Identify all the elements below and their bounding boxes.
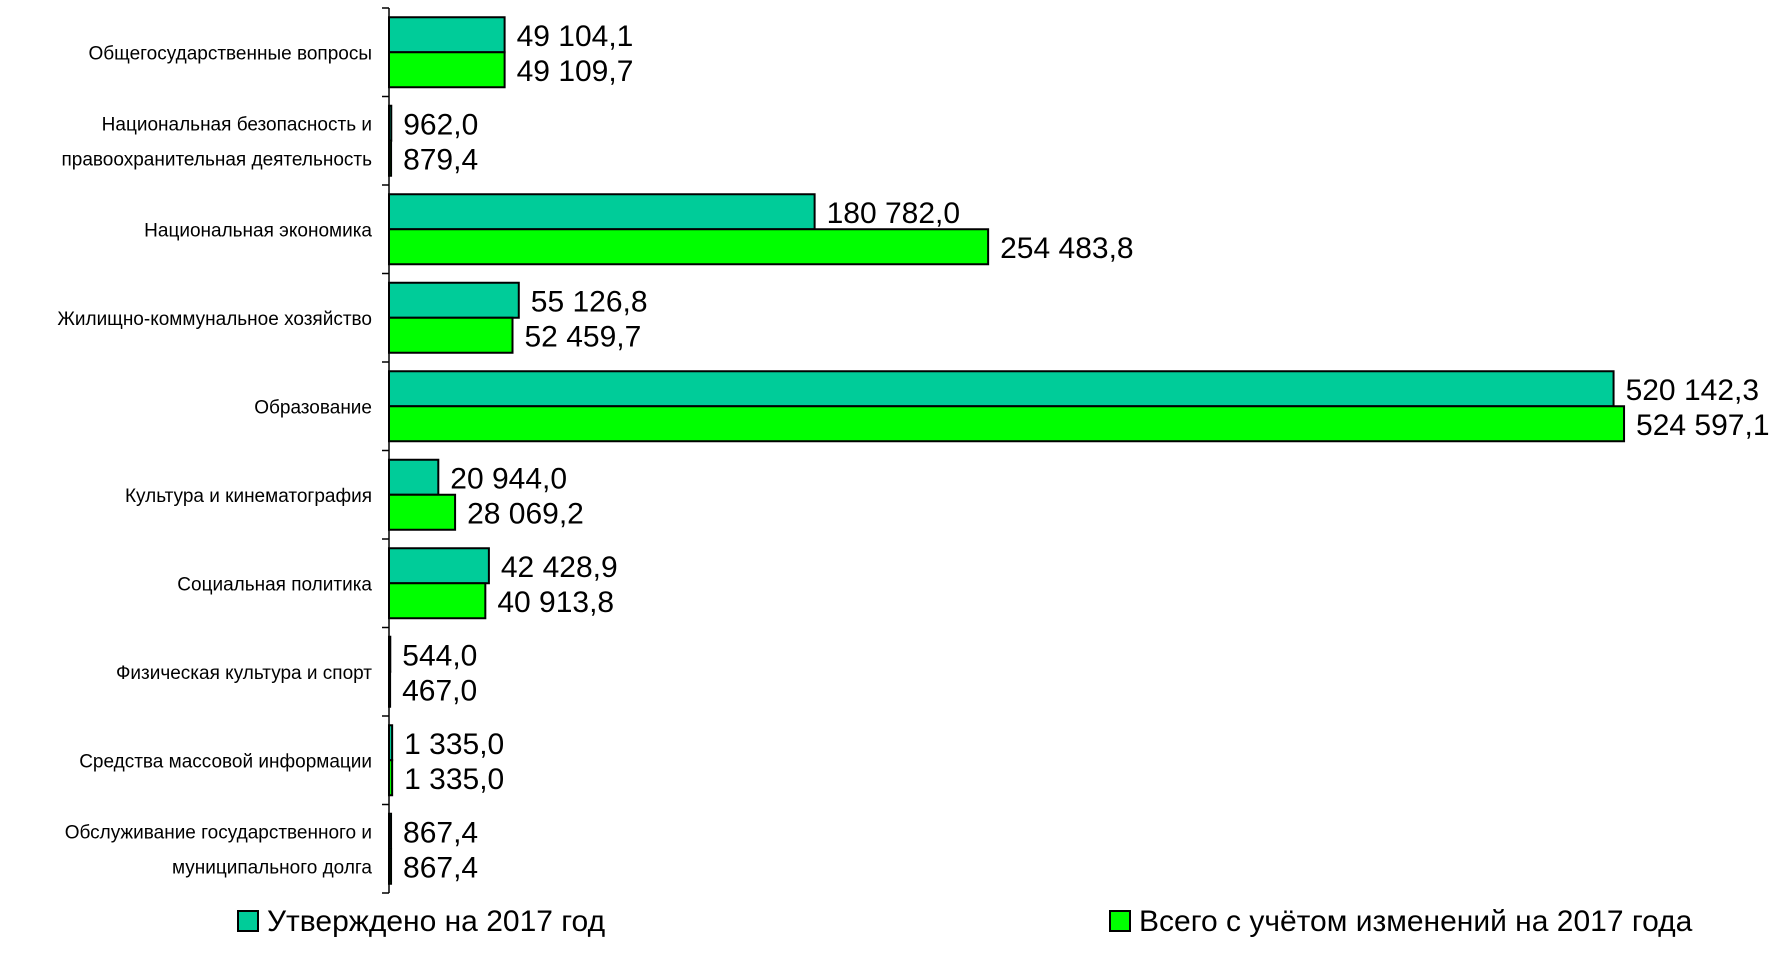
- legend-label: Утверждено на 2017 год: [267, 905, 605, 938]
- data-label: 879,4: [403, 143, 478, 176]
- category-label: Общегосударственные вопросы: [89, 43, 372, 64]
- bar: [388, 458, 440, 496]
- data-label: 524 597,1: [1636, 409, 1769, 442]
- bar: [388, 16, 506, 54]
- data-label: 55 126,8: [531, 285, 648, 318]
- data-label: 254 483,8: [1000, 232, 1133, 265]
- bar: [388, 228, 990, 266]
- bar: [388, 405, 1626, 443]
- bar: [388, 316, 514, 354]
- axis-ticks: [382, 7, 389, 894]
- category-label: муниципального долга: [172, 857, 372, 878]
- bar: [388, 582, 487, 620]
- legend-label: Всего с учётом изменений на 2017 года: [1139, 905, 1693, 938]
- category-label: Национальная безопасность и: [102, 114, 372, 135]
- bar: [388, 547, 490, 585]
- data-label: 544,0: [402, 639, 477, 672]
- data-label: 180 782,0: [827, 197, 960, 230]
- category-label: Жилищно-коммунальное хозяйство: [57, 309, 372, 330]
- category-label: Физическая культура и спорт: [116, 663, 372, 684]
- bars: [388, 16, 1626, 885]
- data-label: 28 069,2: [467, 497, 584, 530]
- legend: Утверждено на 2017 год Всего с учётом изм…: [237, 905, 1693, 938]
- data-label: 20 944,0: [450, 462, 567, 495]
- data-label: 867,4: [403, 851, 478, 884]
- data-label: 40 913,8: [497, 586, 614, 619]
- category-label: Социальная политика: [177, 574, 372, 595]
- category-labels: Общегосударственные вопросы Национальная …: [57, 43, 372, 878]
- legend-swatch: [237, 910, 259, 932]
- category-label: Образование: [254, 397, 372, 418]
- data-label: 467,0: [402, 674, 477, 707]
- bar: [388, 493, 457, 531]
- category-label: Культура и кинематография: [125, 486, 372, 507]
- category-label: Средства массовой информации: [79, 751, 372, 772]
- bar: [388, 51, 506, 89]
- data-label: 42 428,9: [501, 551, 618, 584]
- bar: [388, 370, 1615, 408]
- data-label: 520 142,3: [1626, 374, 1759, 407]
- category-label: правоохранительная деятельность: [61, 149, 372, 170]
- bar: [388, 193, 816, 231]
- data-label: 867,4: [403, 816, 478, 849]
- data-label: 962,0: [403, 108, 478, 141]
- data-label: 52 459,7: [525, 320, 642, 353]
- data-label: 1 335,0: [404, 728, 504, 761]
- legend-swatch: [1109, 910, 1131, 932]
- data-label: 1 335,0: [404, 763, 504, 796]
- data-label: 49 109,7: [517, 55, 634, 88]
- category-label: Национальная экономика: [144, 220, 372, 241]
- category-label: Обслуживание государственного и: [65, 822, 372, 843]
- bar: [388, 281, 520, 319]
- data-label: 49 104,1: [517, 20, 634, 53]
